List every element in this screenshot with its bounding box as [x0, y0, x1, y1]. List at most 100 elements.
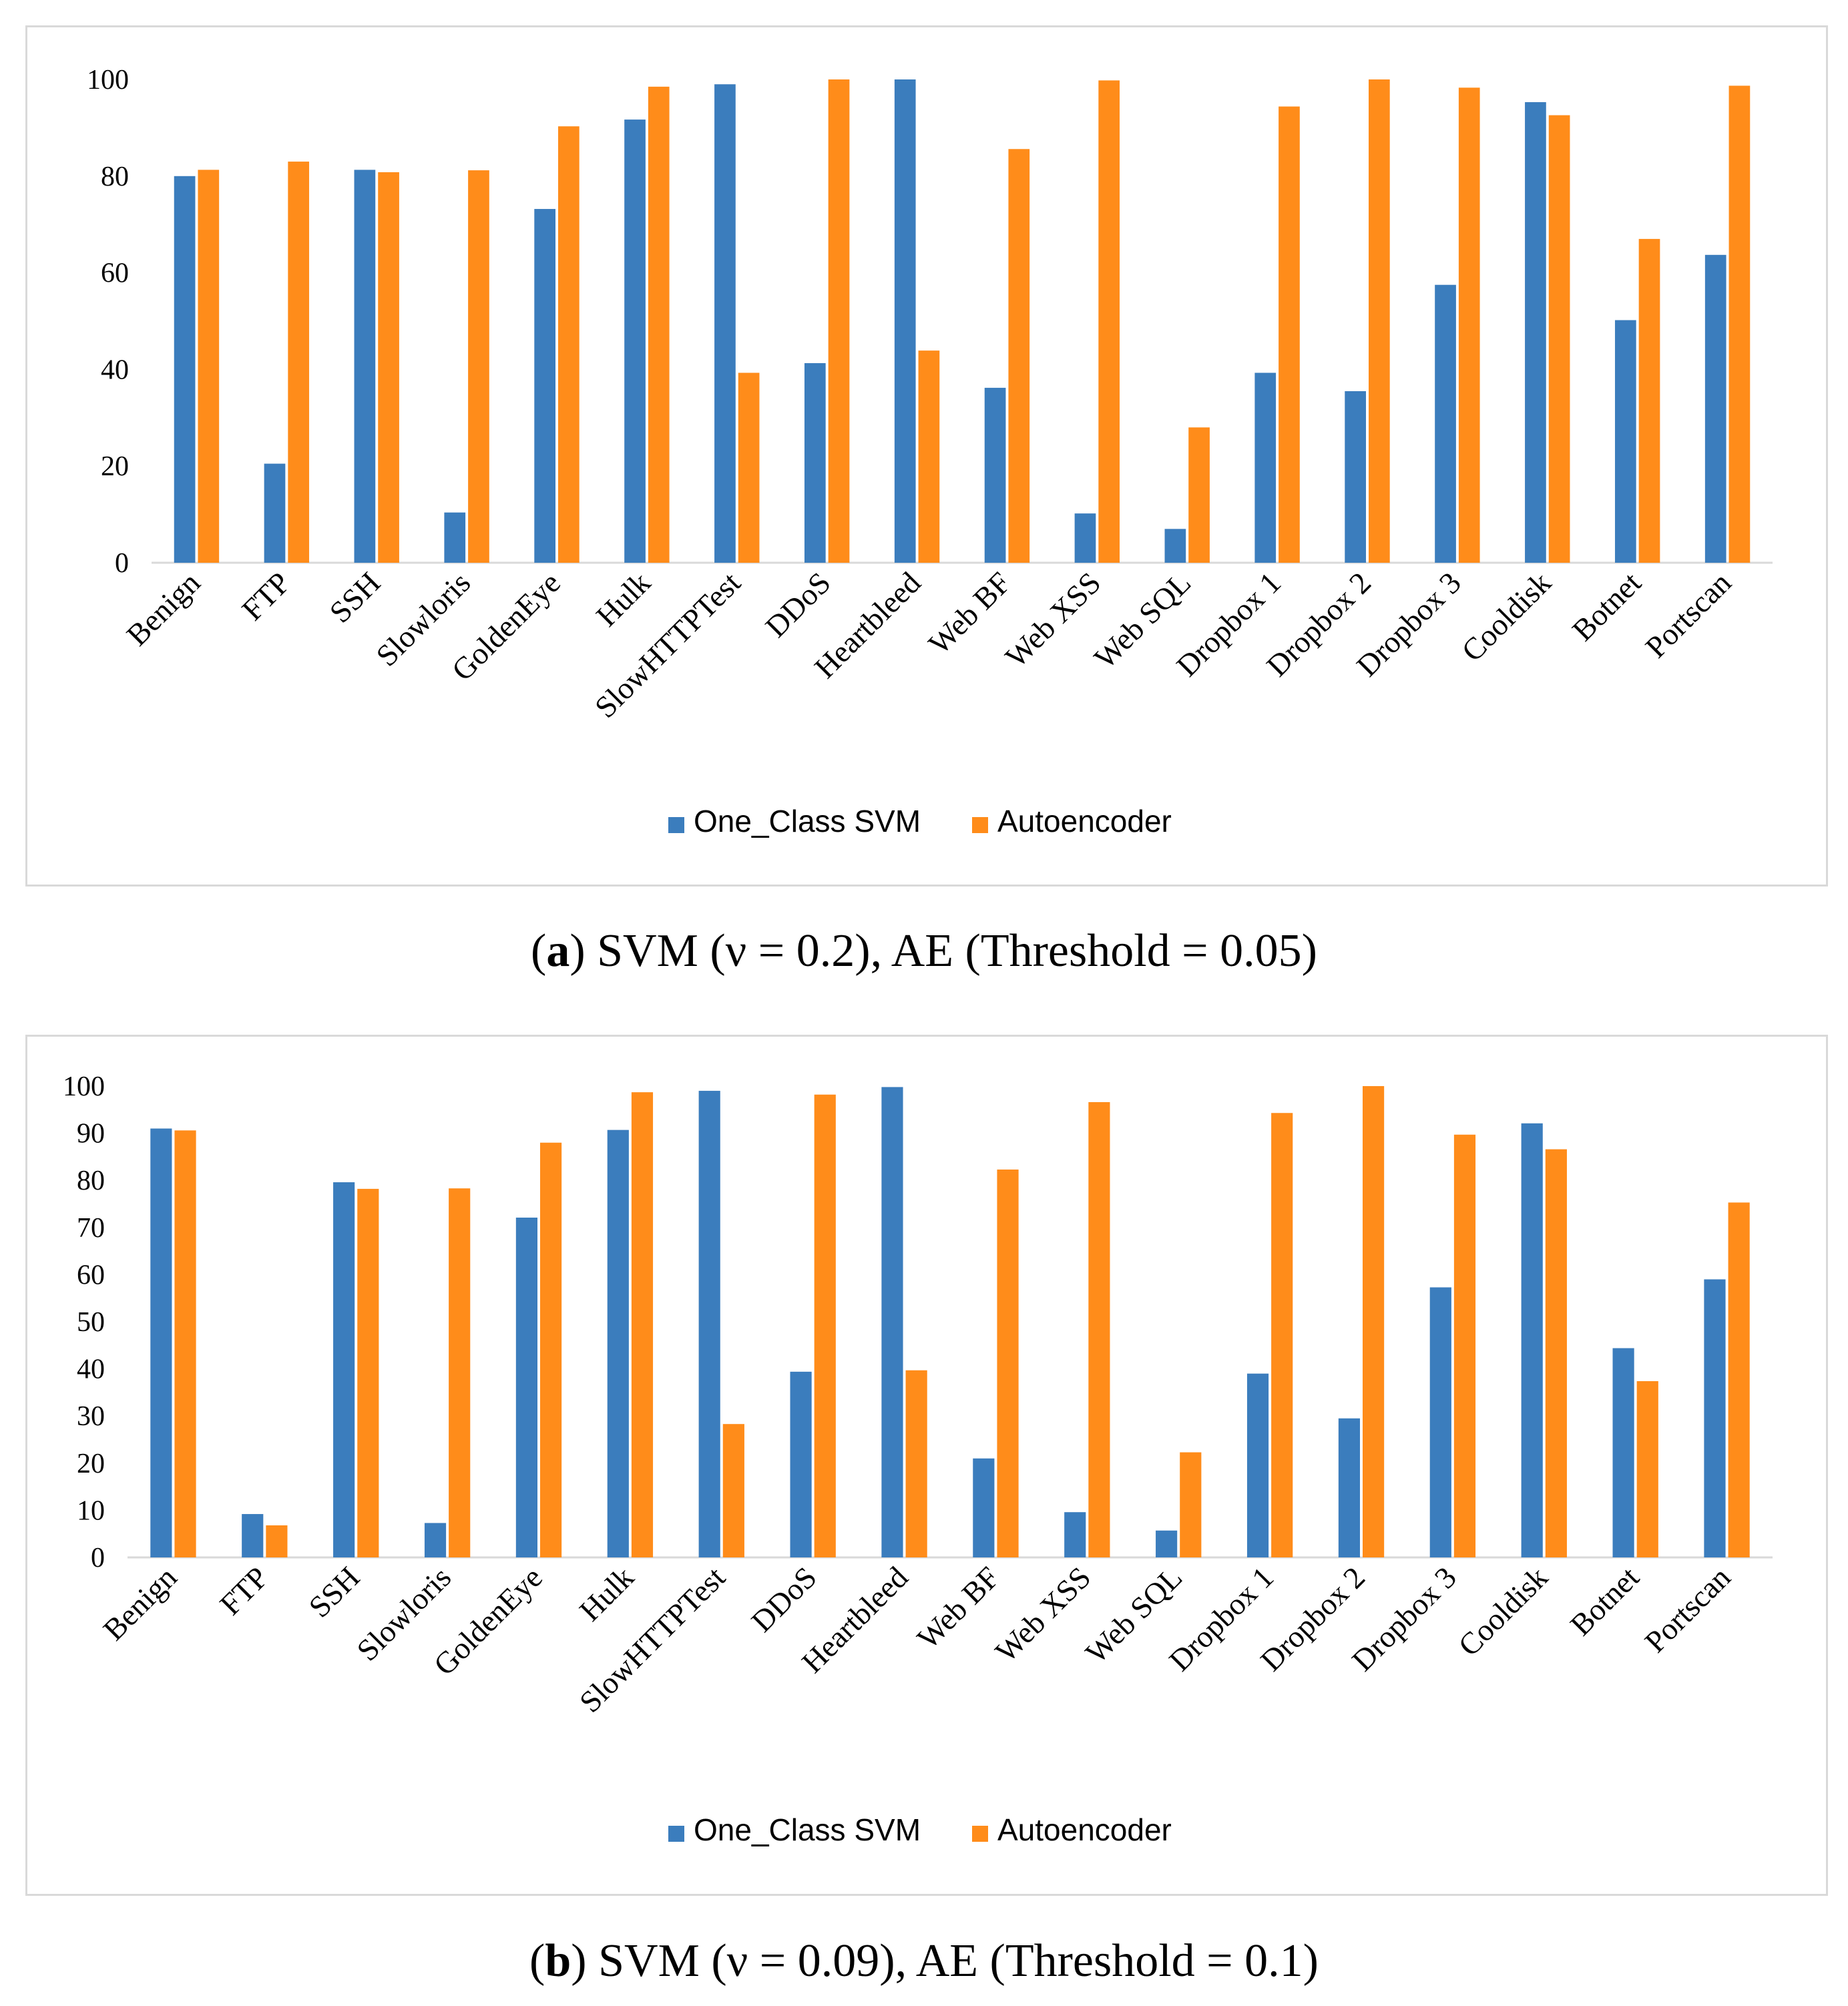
svm-bar	[881, 1087, 903, 1557]
svm-bar	[354, 170, 376, 563]
chart-panel-a: 0 20 40 60 80 100 Benign FTP SSH Slowloris GoldenE…	[25, 25, 1828, 887]
svm-bar	[424, 1523, 447, 1557]
svm-bar	[607, 1130, 629, 1557]
caption-b-label: b	[545, 1935, 571, 1987]
svm-bar	[174, 176, 196, 563]
svm-bar	[1074, 513, 1096, 563]
y-tick-label: 60	[77, 1260, 105, 1290]
autoencoder-bar	[1548, 115, 1570, 563]
caption-b-text: SVM (ν = 0.09), AE (Threshold = 0.1)	[598, 1935, 1319, 1987]
svm-bar	[973, 1458, 995, 1557]
svm-bar	[333, 1182, 355, 1557]
autoencoder-bar	[1088, 1102, 1110, 1557]
caption-a-label: a	[546, 925, 570, 977]
y-tick-label: 70	[77, 1213, 105, 1244]
svm-bar	[1612, 1348, 1634, 1557]
svm-bar	[1156, 1530, 1178, 1557]
svm-bar	[1338, 1418, 1360, 1557]
category-label: Botnet	[1564, 1560, 1646, 1642]
autoencoder-bar	[997, 1169, 1019, 1557]
autoencoder-bar	[357, 1188, 379, 1557]
category-label: Cooldisk	[1455, 565, 1558, 668]
autoencoder-bar	[1728, 85, 1751, 563]
svm-bar	[1345, 391, 1366, 563]
svm-bar	[1164, 529, 1186, 563]
autoencoder-bar	[449, 1188, 471, 1557]
y-tick-label: 40	[101, 354, 129, 385]
svm-bar	[1521, 1123, 1543, 1557]
y-tick-label: 80	[77, 1166, 105, 1196]
category-label: Benign	[96, 1560, 183, 1647]
category-label: Portscan	[1639, 565, 1738, 664]
category-label: FTP	[235, 565, 296, 627]
legend-label-svm: One_Class SVM	[694, 1812, 921, 1847]
autoencoder-bar	[1545, 1149, 1567, 1557]
y-tick-label: 80	[101, 162, 129, 192]
svm-bar	[714, 84, 736, 563]
svm-bar	[894, 79, 916, 563]
autoencoder-bar	[722, 1424, 744, 1557]
category-label: Benign	[120, 565, 206, 652]
category-label: Web XSS	[989, 1560, 1098, 1669]
y-tick-label: 10	[77, 1495, 105, 1526]
y-tick-label: 100	[87, 65, 129, 95]
y-tick-label: 30	[77, 1401, 105, 1432]
legend-swatch-autoencoder	[972, 817, 988, 833]
y-tick-label: 100	[63, 1071, 105, 1102]
y-tick-label: 0	[91, 1543, 105, 1573]
autoencoder-bar	[288, 162, 310, 563]
svm-bar	[1435, 284, 1456, 563]
autoencoder-bar	[1098, 80, 1120, 563]
category-label: Hulk	[573, 1560, 640, 1627]
autoencoder-bar	[266, 1525, 288, 1557]
legend-label-autoencoder: Autoencoder	[997, 804, 1172, 838]
autoencoder-bar	[631, 1092, 654, 1557]
category-label: SSH	[323, 565, 387, 630]
autoencoder-bar	[1728, 1202, 1750, 1557]
y-tick-label: 20	[101, 451, 129, 482]
autoencoder-bar	[1279, 106, 1300, 563]
autoencoder-bar	[174, 1130, 196, 1557]
svm-bar	[1614, 320, 1636, 563]
category-label: Web XSS	[999, 565, 1108, 674]
svm-bar	[790, 1371, 812, 1557]
y-tick-label: 90	[77, 1119, 105, 1150]
y-tick-label: 60	[101, 258, 129, 289]
autoencoder-bar	[1363, 1086, 1385, 1557]
svm-bar	[1246, 1373, 1269, 1557]
autoencoder-bar	[468, 170, 489, 563]
autoencoder-bar	[828, 79, 850, 563]
legend-swatch-autoencoder	[972, 1826, 988, 1842]
legend-swatch-svm	[668, 817, 684, 833]
svm-bar	[534, 209, 555, 563]
autoencoder-bar	[1636, 1381, 1658, 1557]
caption-a: (a) SVM (ν = 0.2), AE (Threshold = 0.05)	[531, 925, 1317, 977]
legend-label-autoencoder: Autoencoder	[997, 1812, 1172, 1847]
autoencoder-bar	[1638, 238, 1660, 563]
autoencoder-bar	[1180, 1452, 1202, 1557]
autoencoder-bar	[378, 172, 399, 563]
svm-bar	[1064, 1512, 1086, 1557]
category-label: Cooldisk	[1451, 1560, 1554, 1663]
autoencoder-bar	[540, 1142, 562, 1557]
svm-bar	[1429, 1287, 1451, 1557]
svm-bar	[804, 362, 826, 563]
svm-bar	[624, 119, 646, 563]
y-tick-label: 20	[77, 1449, 105, 1479]
legend-label-svm: One_Class SVM	[694, 804, 921, 838]
svm-bar	[242, 1514, 264, 1557]
svm-bar	[984, 387, 1006, 563]
svm-bar	[1525, 102, 1546, 563]
category-label: SSH	[302, 1560, 367, 1624]
autoencoder-bar	[198, 170, 220, 563]
autoencoder-bar	[1458, 87, 1480, 563]
svm-bar	[1704, 1279, 1726, 1557]
autoencoder-bar	[1271, 1113, 1293, 1557]
y-tick-label: 40	[77, 1354, 105, 1385]
category-label: DDoS	[758, 565, 837, 644]
caption-b: (b) SVM (ν = 0.09), AE (Threshold = 0.1)	[529, 1935, 1319, 1987]
svm-bar	[1254, 372, 1277, 563]
autoencoder-bar	[1008, 149, 1030, 563]
